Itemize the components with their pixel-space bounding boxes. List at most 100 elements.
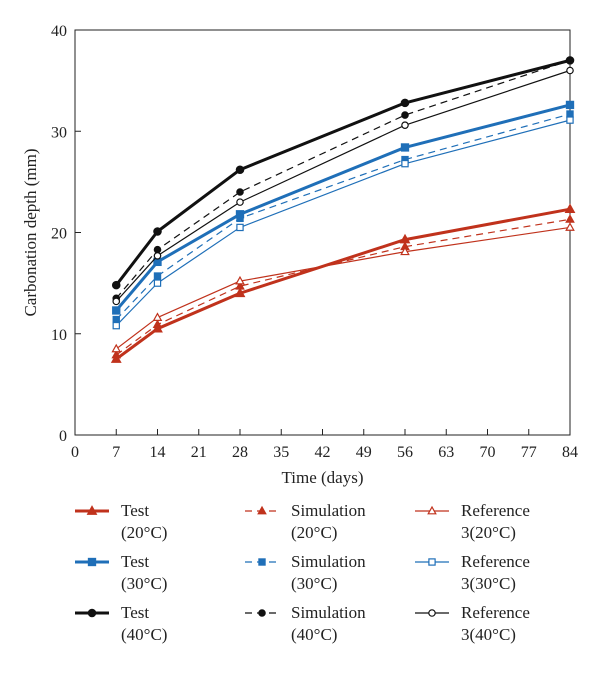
x-tick-label: 77 (521, 444, 537, 461)
data-point (564, 203, 576, 214)
legend-marker (427, 505, 437, 515)
data-point (153, 245, 162, 254)
data-point (401, 111, 409, 119)
data-point (236, 188, 244, 196)
legend-marker (428, 609, 436, 617)
data-point (400, 98, 410, 108)
legend-item-0: Test (20°C) (75, 501, 167, 542)
legend-item-7: Simulation (40°C) (245, 603, 366, 644)
legend-label: (20°C) (121, 523, 167, 542)
data-point (235, 280, 245, 290)
legend-item-1: Simulation (20°C) (245, 501, 366, 542)
data-point (401, 121, 409, 129)
legend-label: Simulation (291, 552, 366, 571)
series-line (115, 69, 571, 302)
legend-item-6: Test (40°C) (75, 603, 167, 644)
legend-label: Test (121, 501, 149, 520)
legend-label: 3(40°C) (461, 625, 516, 644)
data-point (236, 214, 244, 223)
data-point (565, 222, 575, 231)
data-point (111, 343, 122, 353)
data-point (152, 319, 163, 329)
y-tick-label: 10 (51, 327, 67, 344)
data-point (566, 56, 574, 65)
x-tick-label: 70 (480, 444, 496, 461)
legend-marker (428, 558, 436, 566)
x-tick-label: 56 (397, 444, 413, 461)
y-tick-label: 30 (51, 124, 67, 141)
data-point (111, 349, 122, 359)
legend-label: (20°C) (291, 523, 337, 542)
series-line (115, 113, 571, 320)
x-tick-label: 28 (232, 444, 248, 461)
data-point (566, 66, 574, 75)
x-tick-label: 49 (356, 444, 372, 461)
legend-label: (30°C) (121, 574, 167, 593)
legend-marker (257, 505, 267, 515)
data-point (153, 227, 162, 236)
series-2 (111, 222, 575, 353)
data-point (234, 287, 246, 298)
data-point (235, 165, 245, 175)
data-point (152, 312, 163, 321)
x-tick-label: 42 (315, 444, 331, 461)
series-8 (112, 66, 574, 306)
series-group (110, 56, 576, 363)
legend-marker (87, 557, 97, 567)
data-point (112, 321, 120, 330)
series-5 (112, 116, 574, 330)
data-point (400, 246, 410, 256)
legend-label: Reference (461, 501, 530, 520)
legend-item-8: Reference 3(40°C) (415, 603, 530, 644)
data-point (400, 143, 410, 152)
x-axis-title: Time (days) (281, 468, 363, 487)
plot-frame (74, 29, 571, 436)
legend-label: (30°C) (291, 574, 337, 593)
x-tick-label: 84 (562, 444, 578, 461)
x-tick-label: 0 (71, 444, 79, 461)
x-tick-label: 14 (150, 444, 166, 461)
data-point (566, 110, 574, 118)
y-tick-label: 40 (51, 23, 67, 40)
series-3 (112, 100, 575, 315)
axes: 0 7 14 21 28 35 42 49 56 63 70 77 84 0 10 20 30 40 Time (d… (21, 23, 578, 487)
legend-label: 3(30°C) (461, 574, 516, 593)
x-tick-label: 63 (438, 444, 454, 461)
legend: Test (20°C) Simulation (20°C) Reference 3(20°… (75, 501, 530, 644)
y-tick-label: 0 (59, 428, 67, 445)
legend-label: 3(20°C) (461, 523, 516, 542)
y-tick-label: 20 (51, 226, 67, 243)
series-line (115, 103, 571, 312)
legend-item-3: Test (30°C) (75, 552, 167, 593)
data-point (565, 214, 575, 223)
series-line (115, 218, 571, 356)
y-axis-title: Carbonation depth (mm) (21, 148, 40, 316)
series-line (115, 207, 571, 361)
data-point (111, 280, 121, 290)
data-point (401, 159, 409, 168)
legend-marker (87, 608, 97, 618)
legend-item-2: Reference 3(20°C) (415, 501, 530, 542)
legend-label: (40°C) (121, 625, 167, 644)
legend-label: Simulation (291, 501, 366, 520)
legend-label: Test (121, 552, 149, 571)
legend-marker (258, 558, 266, 566)
series-7 (112, 56, 574, 303)
data-point (153, 272, 162, 280)
legend-marker (86, 505, 98, 515)
x-tick-label: 7 (112, 444, 120, 461)
data-point (565, 100, 575, 110)
data-point (153, 279, 162, 287)
data-point (112, 306, 121, 315)
data-point (235, 275, 245, 285)
x-tick-label: 35 (273, 444, 289, 461)
data-point (112, 297, 121, 306)
legend-label: Simulation (291, 603, 366, 622)
series-0 (110, 203, 576, 363)
data-point (112, 315, 120, 324)
data-point (236, 198, 244, 206)
data-point (153, 251, 162, 260)
legend-label: Test (121, 603, 149, 622)
